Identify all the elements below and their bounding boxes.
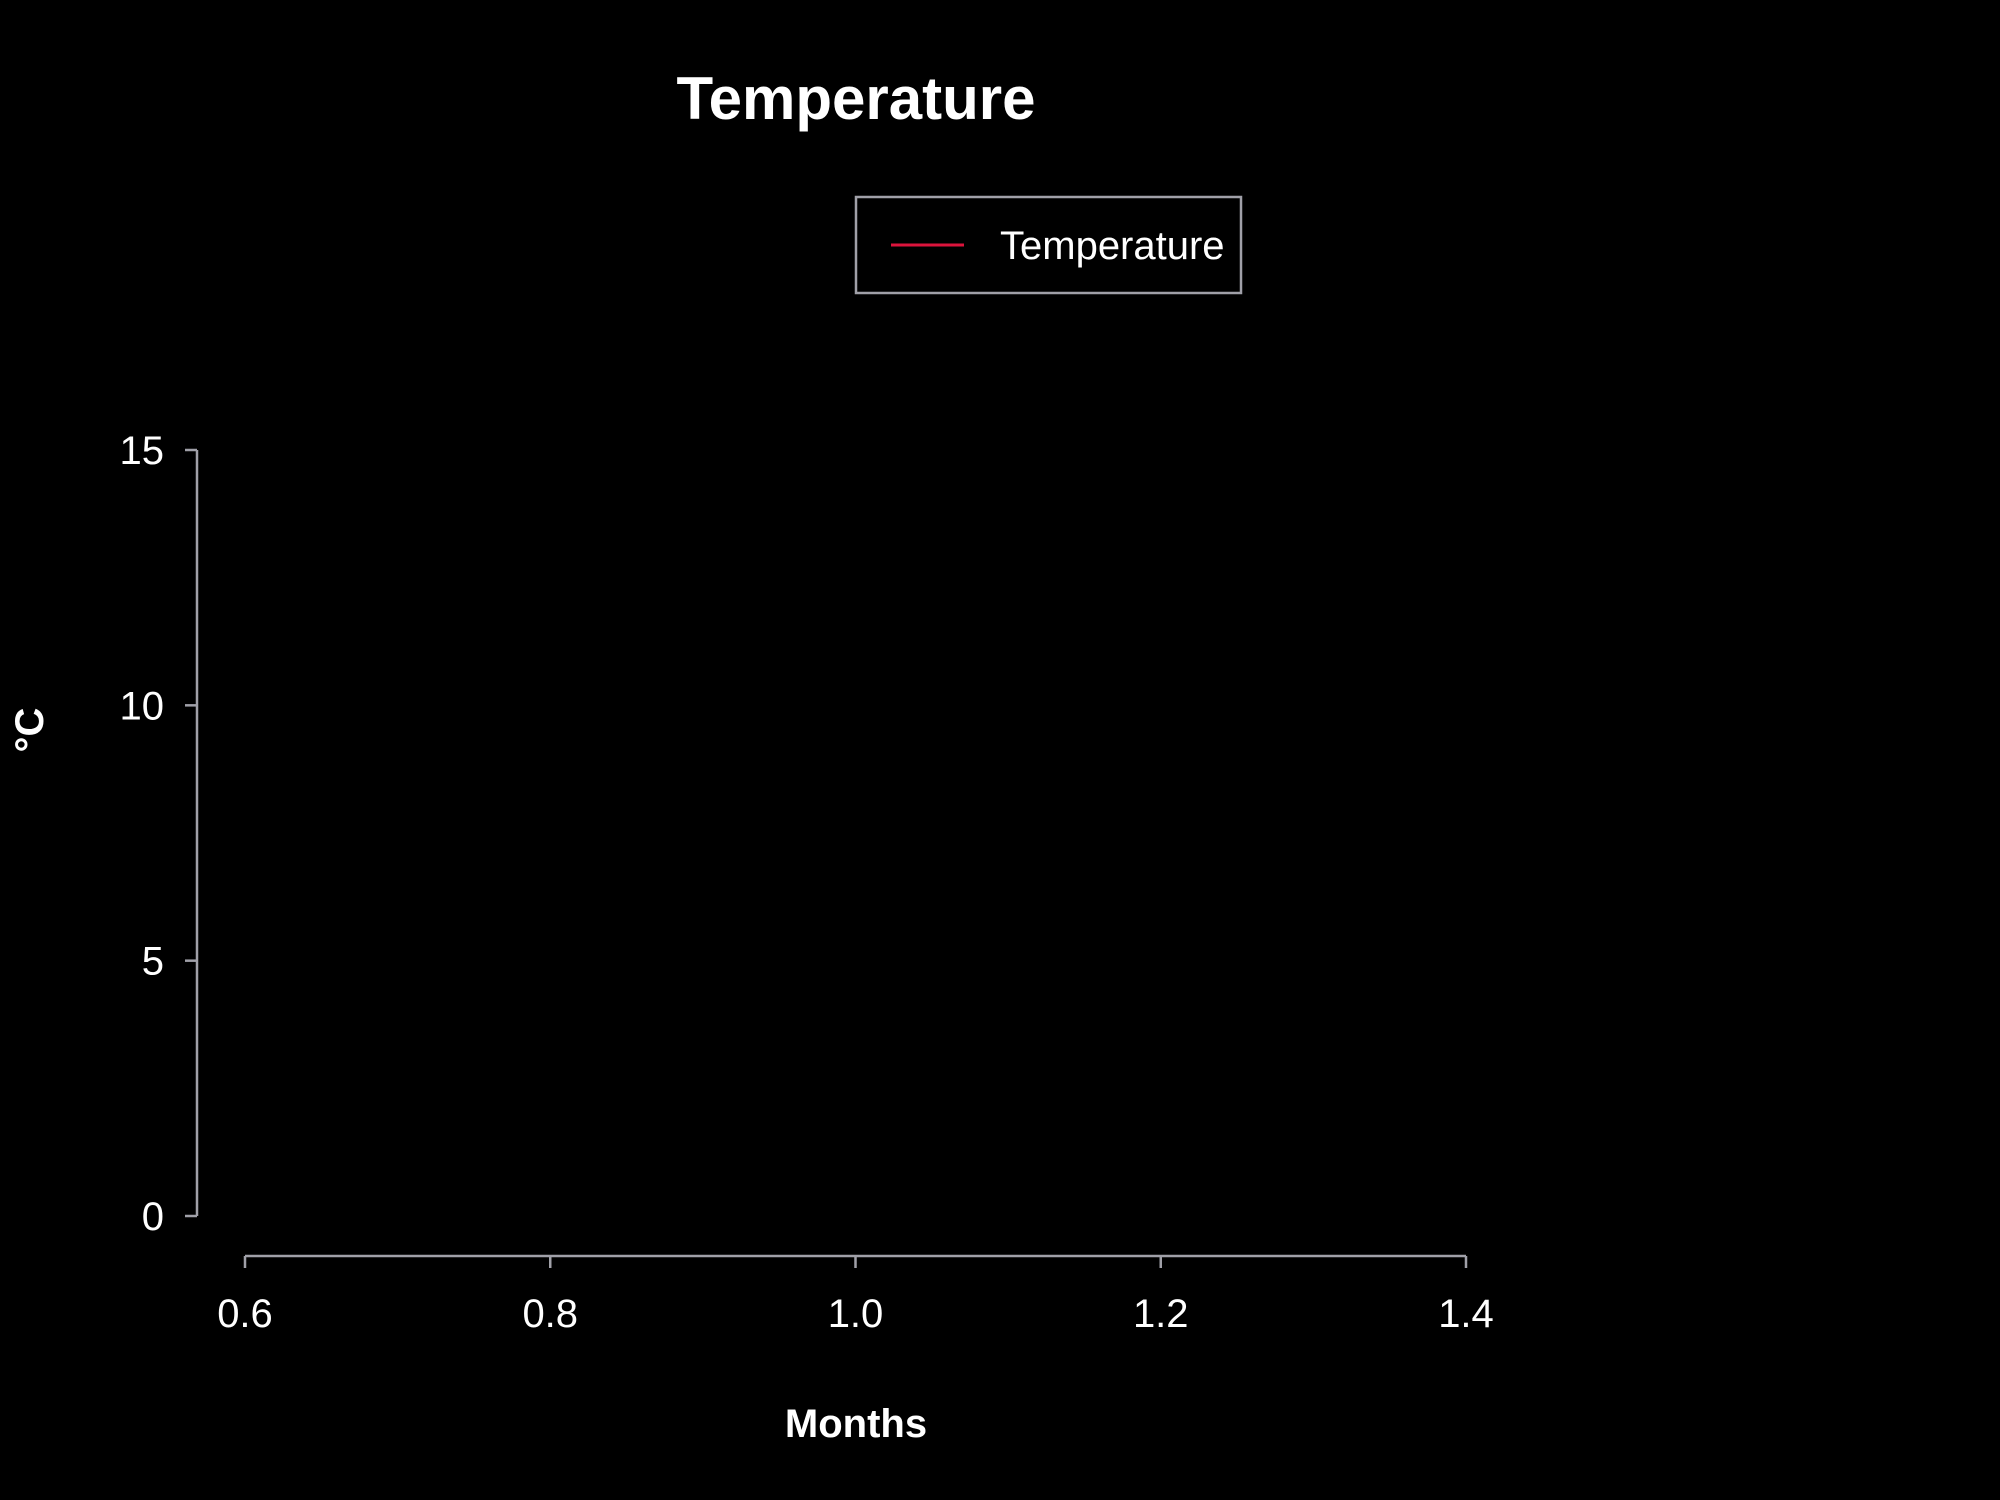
x-tick-label: 1.2 [1133, 1292, 1189, 1336]
x-axis: 0.6 0.8 1.0 1.2 1.4 [217, 1254, 1494, 1336]
y-tick-label: 10 [120, 684, 165, 728]
x-tick-label: 1.4 [1438, 1292, 1494, 1336]
y-tick-label: 5 [142, 940, 164, 984]
chart-title: Temperature [676, 65, 1035, 132]
x-axis-label: Months [785, 1402, 927, 1446]
x-tick-label: 0.6 [217, 1292, 273, 1336]
x-tick-label: 1.0 [828, 1292, 884, 1336]
legend: Temperature [854, 195, 1243, 295]
legend-label-temperature: Temperature [1000, 224, 1225, 268]
y-tick-label: 15 [120, 429, 165, 473]
y-axis: 0 5 10 15 [120, 429, 199, 1239]
x-tick-label: 0.8 [522, 1292, 578, 1336]
y-axis-label: °C [8, 708, 52, 753]
y-tick-label: 0 [142, 1195, 164, 1239]
